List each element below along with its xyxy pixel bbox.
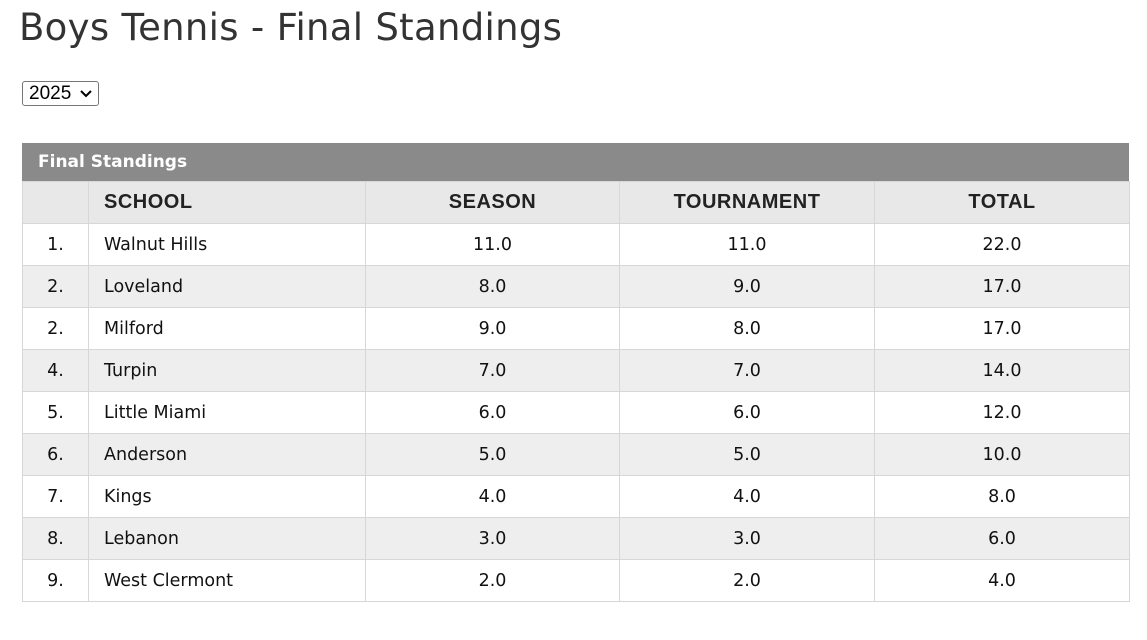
page-title: Boys Tennis - Final Standings <box>19 6 563 49</box>
header-total: TOTAL <box>874 181 1130 224</box>
rank-cell: 2. <box>22 265 89 308</box>
tournament-cell: 8.0 <box>619 307 875 350</box>
table-row: 7. Kings 4.0 4.0 8.0 <box>22 475 1130 518</box>
rank-cell: 9. <box>22 559 89 602</box>
table-row: 2. Milford 9.0 8.0 17.0 <box>22 307 1130 350</box>
total-cell: 6.0 <box>874 517 1130 560</box>
season-cell: 9.0 <box>365 307 620 350</box>
standings-body: 1. Walnut Hills 11.0 11.0 22.0 2. Loveland 8.0 9… <box>22 223 1130 602</box>
season-cell: 2.0 <box>365 559 620 602</box>
tournament-cell: 9.0 <box>619 265 875 308</box>
rank-cell: 8. <box>22 517 89 560</box>
season-cell: 6.0 <box>365 391 620 434</box>
school-cell: Kings <box>88 475 366 518</box>
season-cell: 3.0 <box>365 517 620 560</box>
header-season: SEASON <box>365 181 620 224</box>
total-cell: 17.0 <box>874 307 1130 350</box>
tournament-cell: 4.0 <box>619 475 875 518</box>
rank-cell: 7. <box>22 475 89 518</box>
season-cell: 7.0 <box>365 349 620 392</box>
season-cell: 5.0 <box>365 433 620 476</box>
table-row: 2. Loveland 8.0 9.0 17.0 <box>22 265 1130 308</box>
year-select[interactable]: 2025 <box>22 81 99 106</box>
total-cell: 12.0 <box>874 391 1130 434</box>
total-cell: 22.0 <box>874 223 1130 266</box>
table-row: 1. Walnut Hills 11.0 11.0 22.0 <box>22 223 1130 266</box>
header-rank <box>22 181 89 224</box>
rank-cell: 1. <box>22 223 89 266</box>
table-row: 5. Little Miami 6.0 6.0 12.0 <box>22 391 1130 434</box>
year-select-value: 2025 <box>29 83 72 104</box>
total-cell: 14.0 <box>874 349 1130 392</box>
table-row: 4. Turpin 7.0 7.0 14.0 <box>22 349 1130 392</box>
table-row: 9. West Clermont 2.0 2.0 4.0 <box>22 559 1130 602</box>
tournament-cell: 7.0 <box>619 349 875 392</box>
school-cell: Lebanon <box>88 517 366 560</box>
school-cell: Anderson <box>88 433 366 476</box>
school-cell: Milford <box>88 307 366 350</box>
total-cell: 17.0 <box>874 265 1130 308</box>
school-cell: Little Miami <box>88 391 366 434</box>
standings-grid: SCHOOL SEASON TOURNAMENT TOTAL 1. Walnut … <box>22 181 1130 602</box>
standings-table: Final Standings SCHOOL SEASON TOURNAMENT… <box>22 143 1130 602</box>
header-tournament: TOURNAMENT <box>619 181 875 224</box>
table-row: 8. Lebanon 3.0 3.0 6.0 <box>22 517 1130 560</box>
header-row: SCHOOL SEASON TOURNAMENT TOTAL <box>22 181 1130 224</box>
rank-cell: 2. <box>22 307 89 350</box>
total-cell: 4.0 <box>874 559 1130 602</box>
table-row: 6. Anderson 5.0 5.0 10.0 <box>22 433 1130 476</box>
header-school: SCHOOL <box>88 181 366 224</box>
total-cell: 10.0 <box>874 433 1130 476</box>
season-cell: 8.0 <box>365 265 620 308</box>
tournament-cell: 3.0 <box>619 517 875 560</box>
tournament-cell: 6.0 <box>619 391 875 434</box>
tournament-cell: 11.0 <box>619 223 875 266</box>
tournament-cell: 2.0 <box>619 559 875 602</box>
rank-cell: 4. <box>22 349 89 392</box>
total-cell: 8.0 <box>874 475 1130 518</box>
rank-cell: 6. <box>22 433 89 476</box>
school-cell: Turpin <box>88 349 366 392</box>
season-cell: 11.0 <box>365 223 620 266</box>
school-cell: Loveland <box>88 265 366 308</box>
school-cell: West Clermont <box>88 559 366 602</box>
season-cell: 4.0 <box>365 475 620 518</box>
chevron-down-icon <box>78 86 94 102</box>
tournament-cell: 5.0 <box>619 433 875 476</box>
school-cell: Walnut Hills <box>88 223 366 266</box>
rank-cell: 5. <box>22 391 89 434</box>
table-caption: Final Standings <box>22 143 1129 181</box>
